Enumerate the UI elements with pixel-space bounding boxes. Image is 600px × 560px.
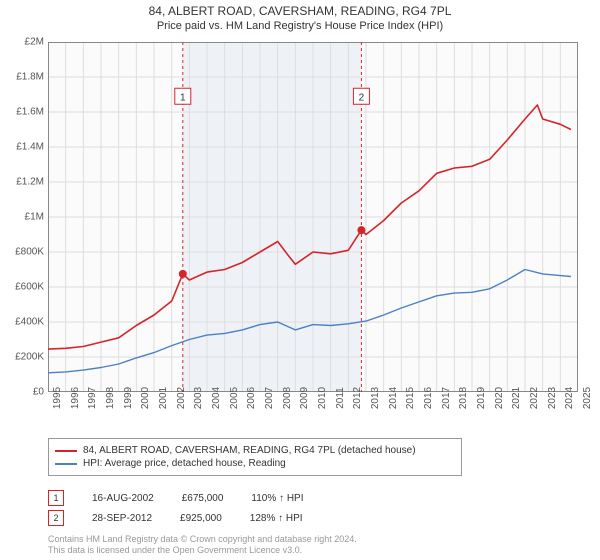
legend-item-subject: 84, ALBERT ROAD, CAVERSHAM, READING, RG4… xyxy=(55,445,455,456)
x-axis-tick-label: 2023 xyxy=(547,387,558,409)
x-axis-tick-label: 2001 xyxy=(158,387,169,409)
footer-attribution: Contains HM Land Registry data © Crown c… xyxy=(48,534,357,557)
x-axis-tick-label: 2005 xyxy=(229,387,240,409)
x-axis-tick-label: 2000 xyxy=(140,387,151,409)
x-axis-tick-label: 2018 xyxy=(458,387,469,409)
y-axis-tick-label: £200K xyxy=(4,352,44,363)
x-axis-tick-label: 2006 xyxy=(246,387,257,409)
transaction-date: 28-SEP-2012 xyxy=(92,513,152,524)
y-axis-tick-label: £800K xyxy=(4,247,44,258)
page-title: 84, ALBERT ROAD, CAVERSHAM, READING, RG4… xyxy=(0,0,600,18)
x-axis-tick-label: 2010 xyxy=(317,387,328,409)
transaction-list: 1 16-AUG-2002 £675,000 110% ↑ HPI 2 28-S… xyxy=(48,490,303,530)
y-axis-tick-label: £400K xyxy=(4,317,44,328)
x-axis-tick-label: 2022 xyxy=(529,387,540,409)
x-axis-tick-label: 2020 xyxy=(494,387,505,409)
transaction-date: 16-AUG-2002 xyxy=(92,493,154,504)
footer-line: This data is licensed under the Open Gov… xyxy=(48,545,357,556)
y-axis-tick-label: £1.8M xyxy=(4,72,44,83)
legend-item-hpi: HPI: Average price, detached house, Read… xyxy=(55,458,455,469)
x-axis-tick-label: 2011 xyxy=(335,387,346,409)
x-axis-tick-label: 2016 xyxy=(423,387,434,409)
x-axis-tick-label: 2019 xyxy=(476,387,487,409)
x-axis-tick-label: 2015 xyxy=(405,387,416,409)
x-axis-tick-label: 1999 xyxy=(123,387,134,409)
y-axis-tick-label: £1.2M xyxy=(4,177,44,188)
marker-badge: 2 xyxy=(48,510,64,526)
x-axis-tick-label: 1998 xyxy=(105,387,116,409)
y-axis-tick-label: £600K xyxy=(4,282,44,293)
marker-badge: 1 xyxy=(48,490,64,506)
transaction-price: £925,000 xyxy=(180,513,222,524)
x-axis-tick-label: 2002 xyxy=(176,387,187,409)
chart-plot: 12 xyxy=(48,42,578,392)
transaction-price: £675,000 xyxy=(182,493,224,504)
y-axis-tick-label: £0 xyxy=(4,387,44,398)
x-axis-tick-label: 2014 xyxy=(388,387,399,409)
legend-label-subject: 84, ALBERT ROAD, CAVERSHAM, READING, RG4… xyxy=(83,445,416,456)
x-axis-tick-label: 2024 xyxy=(564,387,575,409)
x-axis-tick-label: 2012 xyxy=(352,387,363,409)
x-axis-tick-label: 1997 xyxy=(87,387,98,409)
x-axis-tick-label: 2009 xyxy=(299,387,310,409)
y-axis-tick-label: £1.6M xyxy=(4,107,44,118)
legend-label-hpi: HPI: Average price, detached house, Read… xyxy=(83,458,286,469)
transaction-vs-hpi: 110% ↑ HPI xyxy=(251,493,303,504)
svg-text:2: 2 xyxy=(359,92,365,103)
y-axis-tick-label: £2M xyxy=(4,37,44,48)
legend: 84, ALBERT ROAD, CAVERSHAM, READING, RG4… xyxy=(48,438,462,476)
legend-swatch-subject xyxy=(55,450,77,452)
legend-swatch-hpi xyxy=(55,463,77,465)
x-axis-tick-label: 1996 xyxy=(70,387,81,409)
transaction-row: 2 28-SEP-2012 £925,000 128% ↑ HPI xyxy=(48,510,303,526)
x-axis-tick-label: 2021 xyxy=(511,387,522,409)
svg-text:1: 1 xyxy=(180,92,186,103)
x-axis-tick-label: 1995 xyxy=(52,387,63,409)
x-axis-tick-label: 2004 xyxy=(211,387,222,409)
x-axis-tick-label: 2008 xyxy=(282,387,293,409)
x-axis-tick-label: 2003 xyxy=(193,387,204,409)
y-axis-tick-label: £1.4M xyxy=(4,142,44,153)
transaction-vs-hpi: 128% ↑ HPI xyxy=(250,513,303,524)
x-axis-tick-label: 2007 xyxy=(264,387,275,409)
chart-container: 84, ALBERT ROAD, CAVERSHAM, READING, RG4… xyxy=(0,0,600,560)
y-axis-tick-label: £1M xyxy=(4,212,44,223)
x-axis-tick-label: 2025 xyxy=(582,387,593,409)
page-subtitle: Price paid vs. HM Land Registry's House … xyxy=(0,20,600,32)
transaction-row: 1 16-AUG-2002 £675,000 110% ↑ HPI xyxy=(48,490,303,506)
x-axis-tick-label: 2017 xyxy=(441,387,452,409)
x-axis-tick-label: 2013 xyxy=(370,387,381,409)
footer-line: Contains HM Land Registry data © Crown c… xyxy=(48,534,357,545)
